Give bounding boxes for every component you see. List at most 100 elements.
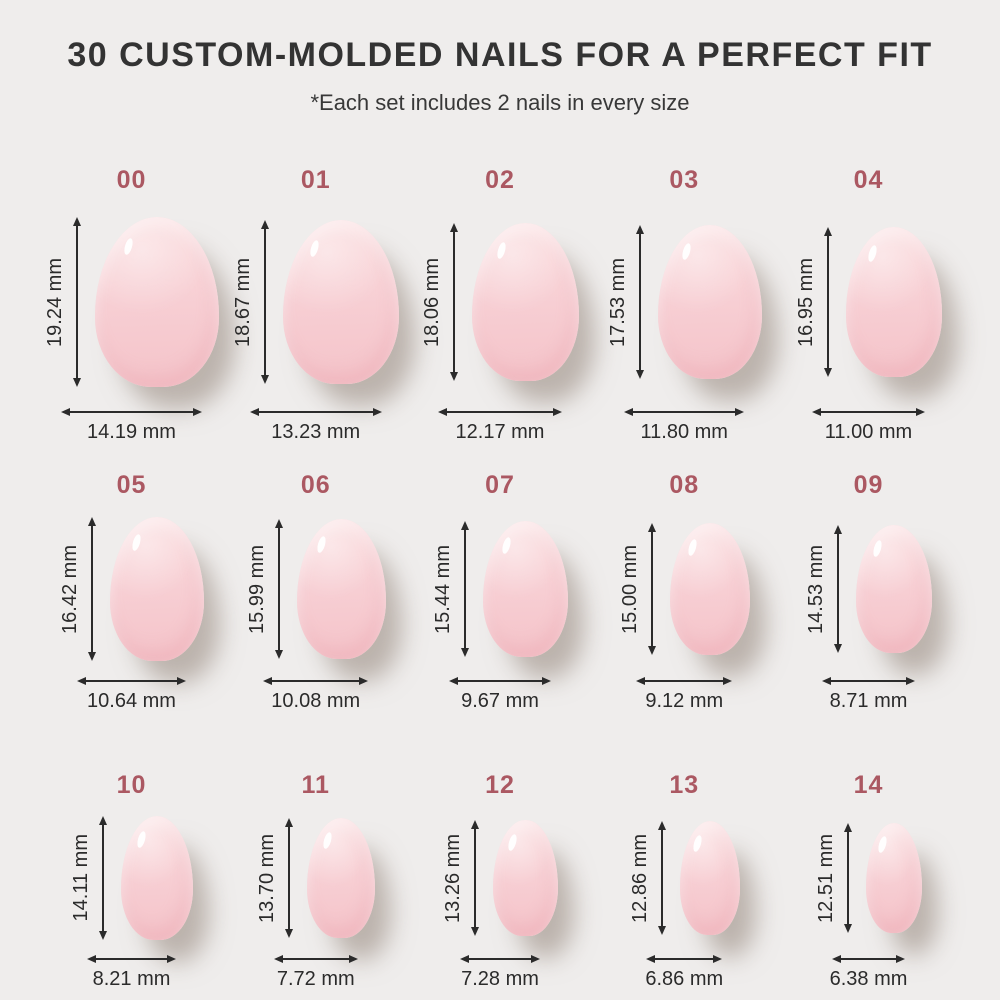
horizontal-double-arrow-icon [459, 954, 541, 964]
size-card: 13 12.86 mm 6.86 mm [593, 771, 776, 991]
nail-illustration [669, 523, 750, 655]
nail-measure-area: 12.86 mm [629, 809, 740, 947]
height-value: 15.99 mm [245, 544, 268, 634]
width-value: 11.00 mm [824, 421, 913, 443]
vertical-double-arrow-icon [98, 815, 108, 941]
nail-highlight [501, 536, 513, 555]
size-card: 14 12.51 mm 6.38 mm [777, 771, 960, 991]
height-value: 14.11 mm [69, 834, 92, 922]
nail-measure-area: 18.06 mm [420, 204, 580, 400]
nail-highlight [866, 244, 879, 263]
size-number: 06 [300, 471, 331, 499]
nail-measure-area: 16.95 mm [795, 204, 943, 400]
horizontal-double-arrow-icon [87, 954, 176, 964]
vertical-double-arrow-icon [635, 224, 645, 380]
size-number: 12 [485, 771, 515, 799]
height-value: 18.06 mm [420, 257, 443, 347]
size-row: 05 16.42 mm 10.64 mm 06 15.99 mm 10.08 m… [0, 451, 1000, 751]
height-measurement: 14.53 mm [805, 525, 843, 653]
nail-measure-area: 14.11 mm [69, 809, 194, 947]
vertical-double-arrow-icon [449, 222, 459, 382]
nail-illustration [482, 521, 569, 657]
nail-highlight [122, 237, 134, 256]
width-value: 7.72 mm [276, 968, 355, 990]
size-card: 00 19.24 mm 14.19 mm [40, 166, 223, 451]
nail-measure-area: 13.70 mm [256, 809, 376, 947]
horizontal-double-arrow-icon [624, 407, 744, 417]
nail-illustration [845, 227, 943, 377]
size-number: 09 [853, 471, 884, 499]
nail-illustration [657, 224, 762, 380]
height-measurement: 14.11 mm [69, 815, 108, 941]
size-card: 02 18.06 mm 12.17 mm [409, 166, 592, 451]
size-card: 12 13.26 mm 7.28 mm [409, 771, 592, 991]
size-card: 11 13.70 mm 7.72 mm [224, 771, 407, 991]
height-value: 17.53 mm [606, 257, 629, 347]
width-value: 6.86 mm [645, 968, 724, 990]
nail-measure-area: 19.24 mm [44, 204, 220, 400]
width-value: 8.71 mm [829, 690, 908, 712]
height-measurement: 12.86 mm [628, 821, 667, 935]
nail-measure-area: 18.67 mm [232, 204, 400, 400]
size-number: 00 [116, 166, 147, 194]
height-measurement: 19.24 mm [43, 217, 82, 387]
nail-illustration [307, 817, 376, 939]
nail-illustration [120, 815, 194, 941]
size-card: 07 15.44 mm 9.67 mm [409, 471, 592, 751]
height-measurement: 18.67 mm [232, 219, 270, 385]
nail-highlight [135, 830, 148, 849]
nail-highlight [871, 539, 884, 559]
horizontal-double-arrow-icon [646, 954, 723, 964]
nail-measure-area: 14.53 mm [805, 509, 933, 669]
vertical-double-arrow-icon [460, 521, 470, 657]
nail-illustration [283, 219, 400, 385]
size-number: 05 [116, 471, 147, 499]
width-value: 9.67 mm [461, 690, 539, 712]
page-title: 30 CUSTOM-MOLDED NAILS FOR A PERFECT FIT [67, 36, 933, 74]
height-measurement: 18.06 mm [420, 222, 459, 382]
height-measurement: 12.51 mm [815, 822, 853, 934]
size-number: 08 [669, 471, 700, 499]
height-measurement: 15.00 mm [619, 523, 657, 655]
height-value: 13.70 mm [256, 833, 279, 923]
horizontal-double-arrow-icon [438, 407, 562, 417]
chart-header: 30 CUSTOM-MOLDED NAILS FOR A PERFECT FIT… [0, 0, 1000, 116]
size-card: 01 18.67 mm 13.23 mm [224, 166, 407, 451]
width-value: 13.23 mm [271, 421, 361, 443]
horizontal-double-arrow-icon [812, 407, 925, 417]
nail-highlight [321, 831, 333, 850]
width-value: 6.38 mm [829, 968, 908, 990]
nail-illustration [110, 516, 204, 662]
vertical-double-arrow-icon [274, 518, 284, 660]
nail-highlight [495, 240, 507, 260]
height-value: 12.86 mm [628, 833, 651, 923]
horizontal-double-arrow-icon [636, 676, 733, 686]
page-subtitle: *Each set includes 2 nails in every size [310, 90, 690, 115]
size-number: 14 [853, 771, 884, 799]
nail-illustration [855, 525, 933, 653]
height-value: 19.24 mm [43, 257, 66, 347]
vertical-double-arrow-icon [470, 819, 480, 937]
height-value: 15.44 mm [431, 544, 454, 634]
horizontal-double-arrow-icon [822, 676, 915, 686]
nail-highlight [680, 242, 692, 262]
vertical-double-arrow-icon [823, 227, 833, 377]
nail-highlight [877, 835, 889, 854]
nail-illustration [865, 822, 923, 934]
nail-highlight [691, 834, 704, 853]
height-value: 18.67 mm [232, 257, 255, 347]
nail-measure-area: 15.44 mm [431, 509, 569, 669]
nail-measure-area: 17.53 mm [607, 204, 762, 400]
nail-measure-area: 12.51 mm [815, 809, 923, 947]
width-value: 10.64 mm [87, 690, 176, 712]
height-measurement: 16.42 mm [59, 516, 97, 662]
size-number: 02 [485, 166, 515, 194]
vertical-double-arrow-icon [843, 822, 853, 934]
horizontal-double-arrow-icon [61, 407, 202, 417]
vertical-double-arrow-icon [833, 525, 843, 653]
size-card: 04 16.95 mm 11.00 mm [777, 166, 960, 451]
nail-measure-area: 15.00 mm [619, 509, 750, 669]
size-number: 11 [301, 771, 330, 799]
size-card: 09 14.53 mm 8.71 mm [777, 471, 960, 751]
size-number: 13 [669, 771, 700, 799]
